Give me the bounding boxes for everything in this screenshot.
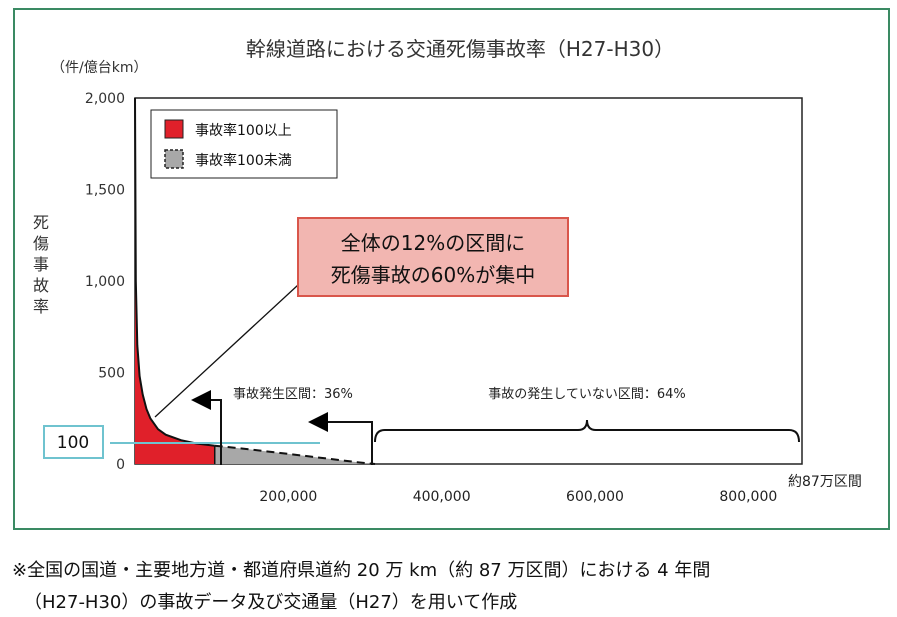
series-layer: [134, 97, 376, 465]
y-tick-label: 1,000: [85, 274, 125, 290]
chart-frame: 幹線道路における交通死傷事故率（H27-H30） （件/億台km） 死傷事故率 …: [13, 8, 890, 530]
y-axis-label-char: 傷: [33, 234, 49, 253]
callout-line2: 死傷事故の60%が集中: [331, 263, 535, 287]
y-tick-label: 0: [116, 457, 125, 473]
legend-label-high: 事故率100以上: [195, 122, 292, 139]
y-axis-label-char: 事: [33, 255, 49, 274]
y-tick-label: 1,500: [85, 183, 125, 199]
callout-box: [297, 217, 569, 297]
curly-brace-no-accident: [374, 419, 800, 443]
callout-line1: 全体の12%の区間に: [341, 231, 525, 255]
y-axis-label-char: 死: [33, 213, 49, 232]
legend-swatch-gray: [164, 149, 184, 169]
x-tick-label: 400,000: [413, 489, 471, 505]
y-axis-label: 死傷事故率: [33, 213, 49, 316]
series-curve-high: [134, 97, 215, 447]
y-unit-label: （件/億台km）: [51, 60, 147, 76]
annotation-occurred: 事故発生区間：36%: [233, 387, 353, 402]
annotation-not-occurred: 事故の発生していない区間：64%: [488, 387, 686, 402]
threshold-label: 100: [57, 433, 89, 453]
chart-svg: 幹線道路における交通死傷事故率（H27-H30） （件/億台km） 死傷事故率 …: [33, 37, 862, 505]
series-curve-low: [214, 444, 376, 465]
chart-title: 幹線道路における交通死傷事故率（H27-H30）: [246, 37, 674, 61]
x-unit-label: 約87万区間: [788, 474, 862, 490]
y-tick-label: 500: [98, 366, 125, 382]
x-tick-label: 200,000: [259, 489, 317, 505]
legend-label-low: 事故率100未満: [195, 152, 292, 169]
x-tick-labels: 200,000 400,000 600,000 800,000: [259, 489, 777, 505]
y-tick-labels: 0 500 1,000 1,500 2,000: [85, 91, 125, 473]
legend-swatch-red: [164, 119, 184, 139]
bracket-occurred: [191, 390, 222, 465]
y-axis-label-char: 故: [33, 276, 49, 295]
callout-leader-line: [154, 284, 299, 418]
y-axis-label-char: 率: [33, 297, 49, 316]
x-tick-label: 800,000: [719, 489, 777, 505]
footnote-line2: （H27-H30）の事故データ及び交通量（H27）を用いて作成: [24, 592, 518, 613]
x-tick-label: 600,000: [566, 489, 624, 505]
bracket-arrow-no-accident: [308, 412, 373, 465]
series-area-high: [135, 98, 215, 464]
y-tick-label: 2,000: [85, 91, 125, 107]
threshold-box: [43, 425, 104, 459]
footnote-line1: ※全国の国道・主要地方道・都道府県道約 20 万 km（約 87 万区間）におけ…: [12, 560, 711, 581]
